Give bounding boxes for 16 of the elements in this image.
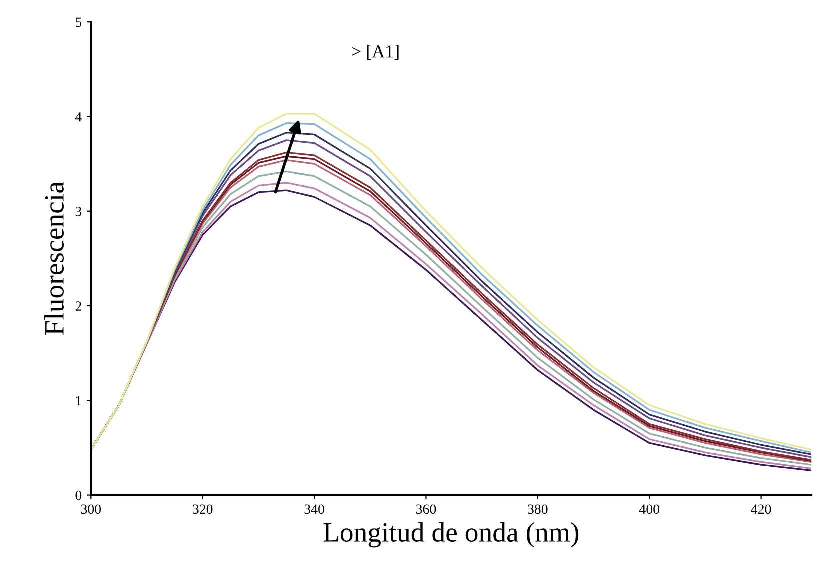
x-tick-label: 320	[193, 504, 213, 514]
x-tick-label: 340	[304, 504, 324, 514]
y-tick-label: 2	[76, 302, 82, 311]
y-axis-title: Fluorescencia	[44, 182, 64, 336]
y-tick-label: 1	[76, 396, 82, 406]
x-tick-label: 380	[528, 504, 548, 514]
x-tick-label: 400	[639, 504, 660, 514]
y-tick-label: 5	[76, 18, 82, 28]
x-tick-label: 360	[416, 504, 436, 514]
annotation: > [A1]	[352, 45, 399, 60]
x-tick-label: 420	[751, 504, 772, 514]
x-tick-label: 300	[81, 504, 102, 514]
x-axis-title: Longitud de onda (nm)	[324, 522, 579, 548]
y-tick-label: 3	[76, 207, 82, 216]
y-tick-label: 0	[76, 490, 82, 500]
y-tick-label: 4	[75, 112, 82, 122]
